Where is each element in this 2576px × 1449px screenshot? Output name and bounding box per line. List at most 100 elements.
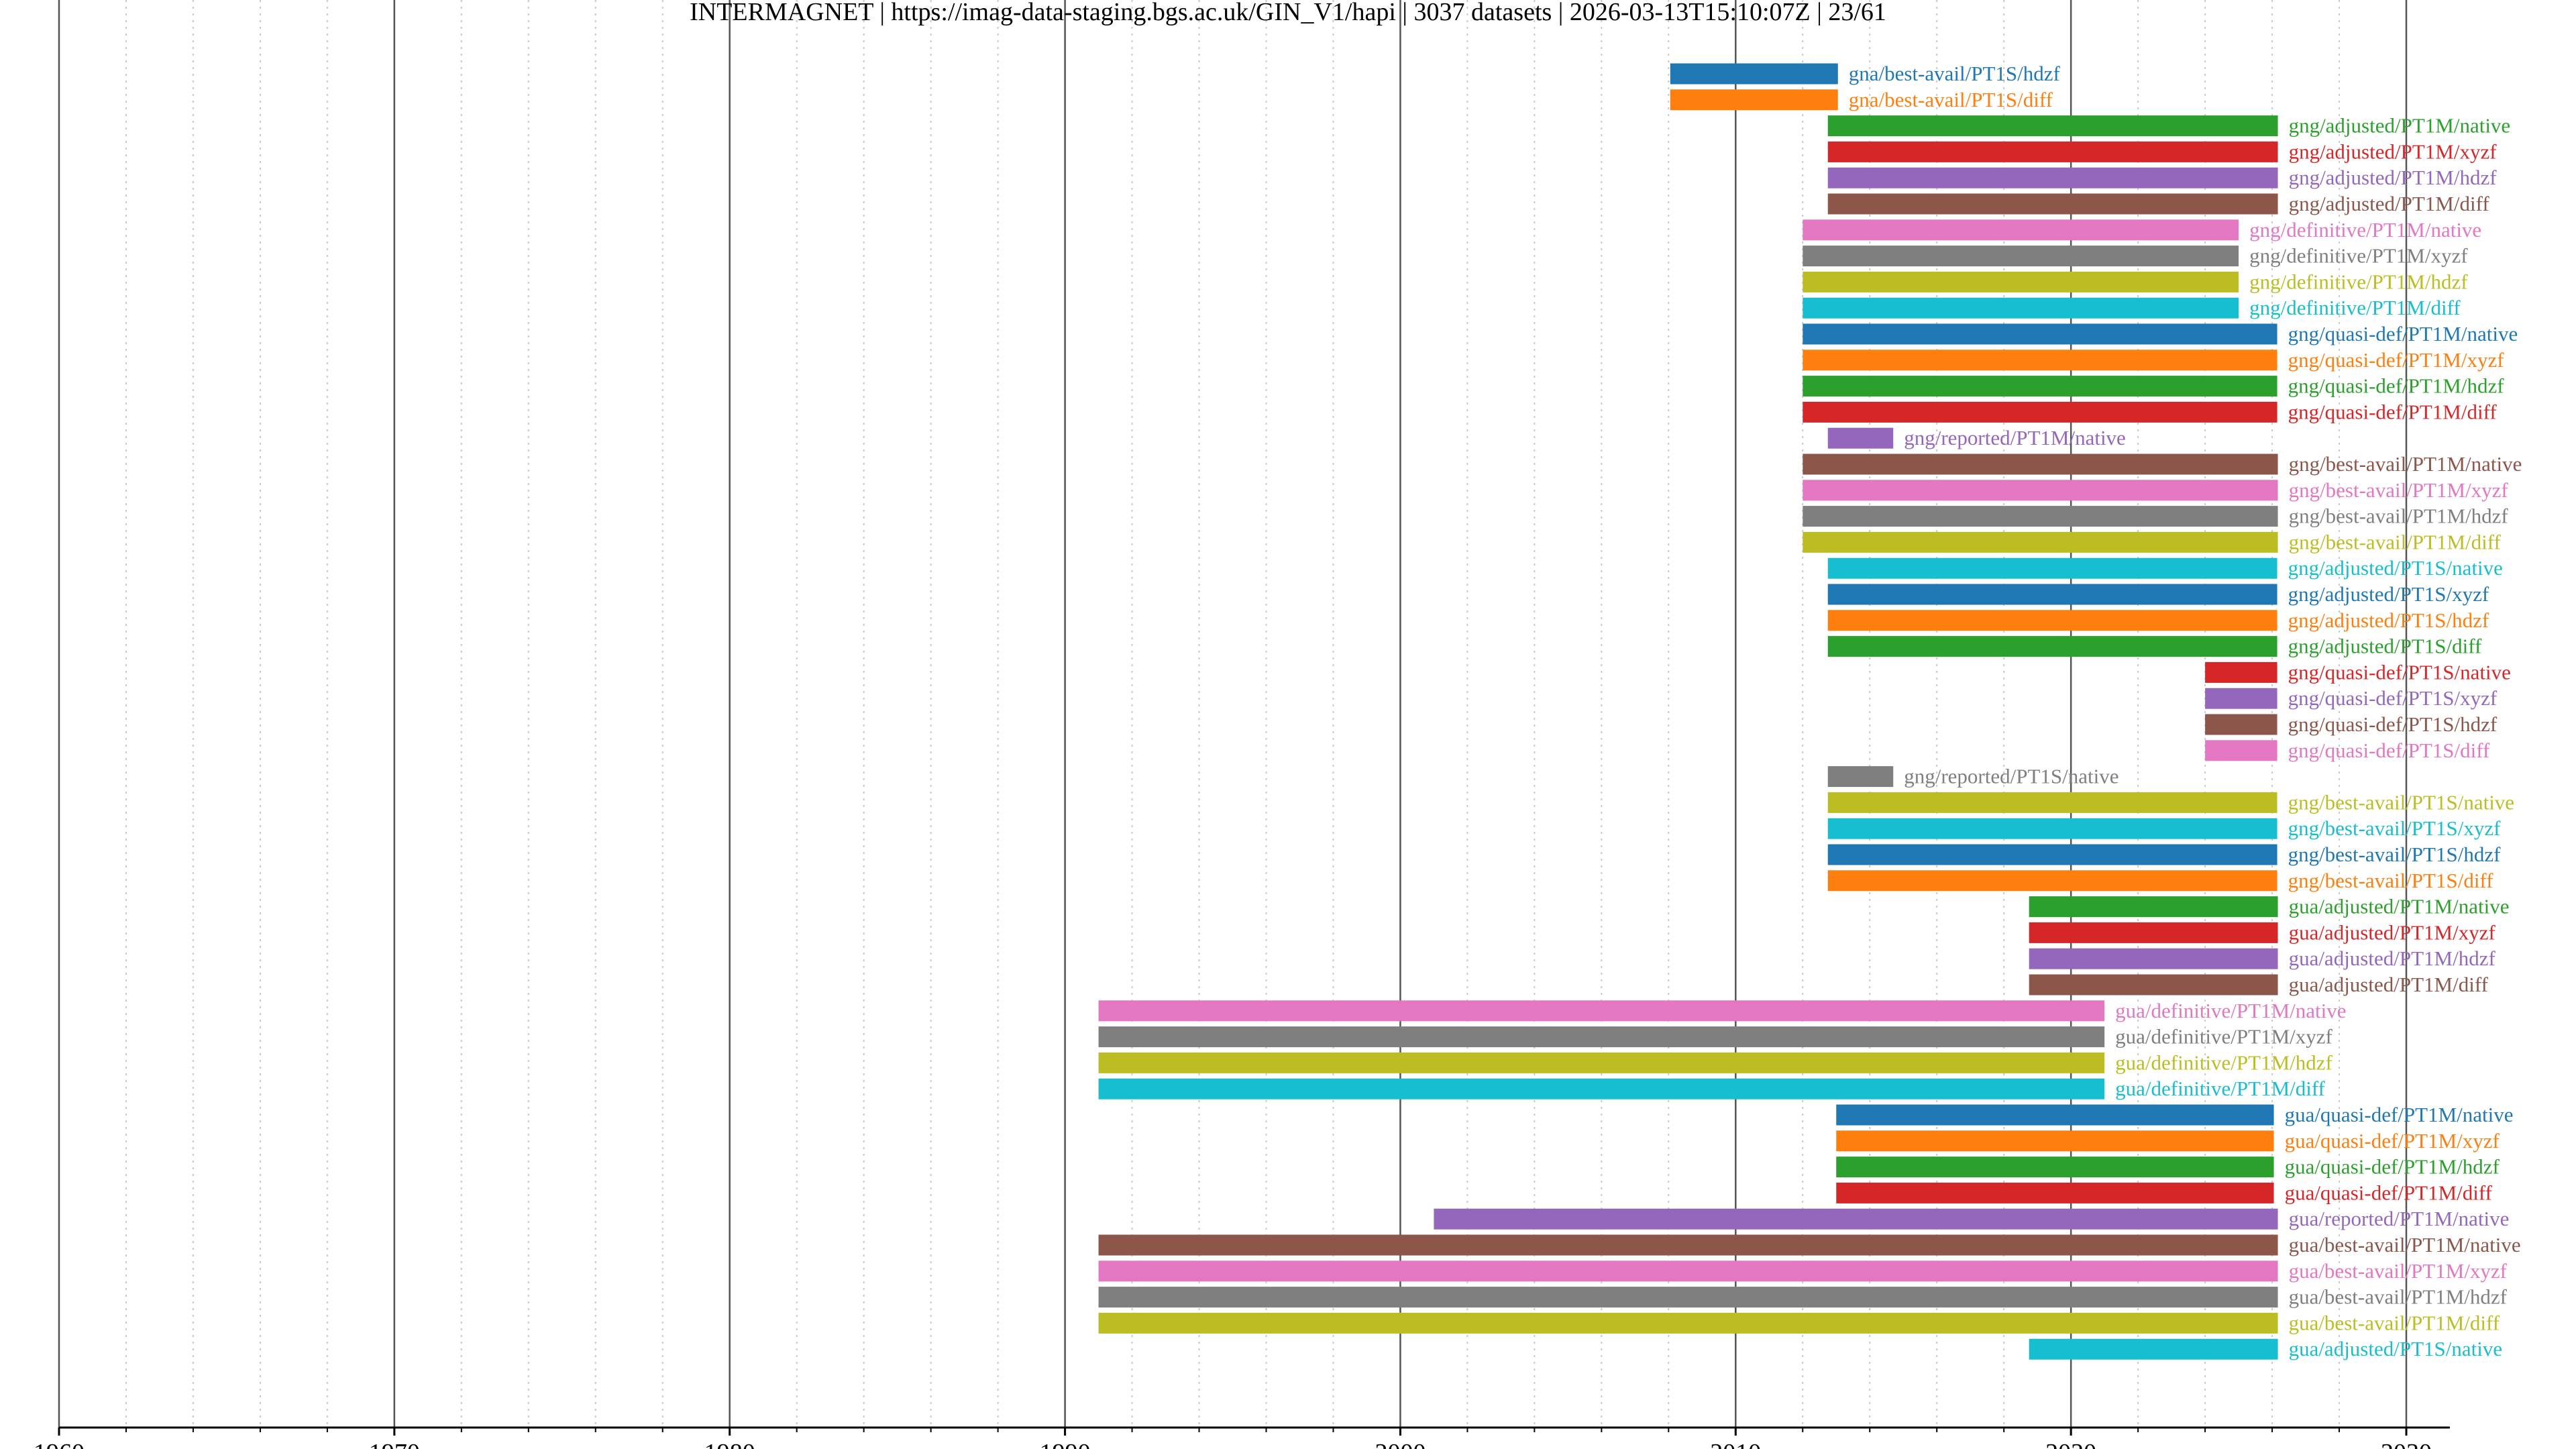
bar-label: gua/best-avail/PT1M/diff bbox=[2289, 1311, 2500, 1334]
bar-label: gng/best-avail/PT1M/native bbox=[2289, 452, 2522, 476]
bar-label: gng/quasi-def/PT1M/hdzf bbox=[2288, 374, 2505, 398]
timeline-bar bbox=[1098, 1026, 2105, 1048]
timeline-bar bbox=[1827, 193, 2278, 215]
timeline-bar bbox=[1803, 219, 2239, 241]
timeline-bar bbox=[1098, 1234, 2278, 1256]
timeline-bar bbox=[1670, 63, 1838, 85]
timeline-bar bbox=[1803, 323, 2277, 345]
bar-label: gng/best-avail/PT1M/diff bbox=[2289, 530, 2502, 553]
bar-label: gua/quasi-def/PT1M/hdzf bbox=[2285, 1155, 2500, 1179]
x-tick-label: 2030 bbox=[2381, 1439, 2432, 1449]
timeline-bar bbox=[1827, 792, 2277, 813]
bar-label: gng/best-avail/PT1S/xyzf bbox=[2288, 816, 2502, 840]
bar-label: gua/quasi-def/PT1M/diff bbox=[2285, 1181, 2493, 1204]
timeline-bar bbox=[1803, 506, 2278, 527]
bar-label: gua/adjusted/PT1M/native bbox=[2289, 895, 2510, 918]
bar-label: gua/adjusted/PT1M/diff bbox=[2289, 973, 2489, 996]
timeline-bar bbox=[2205, 740, 2277, 761]
timeline-bar bbox=[1827, 427, 1894, 449]
timeline-bar bbox=[1827, 844, 2277, 865]
bar-label: gua/definitive/PT1M/diff bbox=[2115, 1077, 2326, 1100]
bar-label: gng/best-avail/PT1S/native bbox=[2288, 790, 2515, 814]
bar-label: gng/adjusted/PT1S/native bbox=[2288, 556, 2503, 580]
timeline-bar bbox=[1827, 557, 2277, 579]
bar-label: gng/quasi-def/PT1S/hdzf bbox=[2288, 712, 2498, 736]
bar-label: gua/definitive/PT1M/native bbox=[2115, 999, 2346, 1022]
bar-label: gng/adjusted/PT1S/xyzf bbox=[2288, 582, 2489, 606]
timeline-bar bbox=[1803, 271, 2239, 292]
bar-label: gua/adjusted/PT1M/xyzf bbox=[2289, 920, 2496, 944]
timeline-bar bbox=[2029, 922, 2278, 943]
bar-label: gng/quasi-def/PT1M/diff bbox=[2288, 400, 2498, 423]
timeline-bar bbox=[1827, 870, 2277, 892]
timeline-bar bbox=[1836, 1157, 2274, 1178]
bar-label: gng/adjusted/PT1S/diff bbox=[2288, 635, 2482, 658]
timeline-bar bbox=[1827, 818, 2277, 839]
bar-label: gng/adjusted/PT1M/native bbox=[2289, 114, 2511, 138]
timeline-bar bbox=[1827, 766, 1894, 788]
timeline-bar bbox=[1098, 1078, 2105, 1099]
bar-label: gng/reported/PT1M/native bbox=[1904, 426, 2126, 449]
timeline-bar bbox=[1098, 1287, 2278, 1308]
timeline-bar bbox=[1803, 376, 2277, 397]
timeline-bar bbox=[1098, 1000, 2105, 1022]
timeline-bar bbox=[1836, 1182, 2274, 1203]
timeline-bar bbox=[1827, 141, 2278, 162]
timeline-bar bbox=[1836, 1130, 2274, 1152]
timeline-bar bbox=[1827, 584, 2277, 605]
bar-label: gng/quasi-def/PT1S/xyzf bbox=[2288, 686, 2498, 710]
timeline-bar bbox=[1803, 401, 2277, 423]
bar-label: gng/quasi-def/PT1M/native bbox=[2288, 322, 2518, 345]
bar-label: gng/adjusted/PT1M/hdzf bbox=[2289, 166, 2498, 189]
bar-label: gng/definitive/PT1M/native bbox=[2249, 218, 2481, 241]
bar-label: gng/adjusted/PT1S/hdzf bbox=[2288, 608, 2489, 632]
bar-labels: gna/best-avail/PT1S/hdzf gna/best-avail/P… bbox=[1849, 62, 2522, 1360]
bar-label: gua/quasi-def/PT1M/native bbox=[2285, 1103, 2514, 1126]
timeline-bar bbox=[1098, 1052, 2105, 1073]
timeline-bar bbox=[1803, 350, 2277, 371]
bar-label: gng/best-avail/PT1S/hdzf bbox=[2288, 843, 2502, 866]
timeline-bar bbox=[1827, 167, 2278, 189]
timeline-bar bbox=[1836, 1104, 2274, 1126]
bar-label: gua/adjusted/PT1M/hdzf bbox=[2289, 947, 2496, 970]
timeline-bar bbox=[1803, 531, 2278, 553]
bar-label: gng/best-avail/PT1S/diff bbox=[2288, 869, 2494, 892]
timeline-bar bbox=[1434, 1208, 2278, 1230]
bar-label: gua/best-avail/PT1M/native bbox=[2289, 1233, 2521, 1256]
timeline-bar bbox=[2029, 974, 2278, 996]
timeline-bar bbox=[1803, 480, 2278, 501]
timeline-bar bbox=[1803, 453, 2278, 475]
bar-label: gng/adjusted/PT1M/xyzf bbox=[2289, 140, 2498, 163]
timeline-bar bbox=[1827, 610, 2277, 631]
bar-label: gng/definitive/PT1M/hdzf bbox=[2249, 270, 2468, 293]
x-tick-label: 1960 bbox=[34, 1439, 85, 1449]
bar-label: gua/definitive/PT1M/xyzf bbox=[2115, 1025, 2332, 1049]
timeline-bar bbox=[2205, 714, 2277, 735]
bar-label: gua/adjusted/PT1S/native bbox=[2289, 1337, 2503, 1360]
bar-label: gng/definitive/PT1M/xyzf bbox=[2249, 244, 2468, 268]
bar-label: gng/definitive/PT1M/diff bbox=[2249, 296, 2461, 319]
x-tick-label: 1990 bbox=[1040, 1439, 1091, 1449]
bar-label: gng/reported/PT1S/native bbox=[1904, 765, 2118, 788]
timeline-bar bbox=[1803, 246, 2239, 267]
timeline-bar bbox=[1098, 1260, 2278, 1282]
timeline-bar bbox=[1827, 115, 2278, 137]
timeline-bar bbox=[2205, 661, 2277, 683]
timeline-bar bbox=[2029, 948, 2278, 969]
bar-label: gng/adjusted/PT1M/diff bbox=[2289, 192, 2490, 215]
timeline-bar bbox=[1670, 89, 1838, 111]
timeline-bar bbox=[2029, 896, 2278, 918]
bar-label: gng/quasi-def/PT1S/native bbox=[2288, 660, 2511, 684]
bar-label: gua/best-avail/PT1M/hdzf bbox=[2289, 1285, 2508, 1309]
bar-label: gua/best-avail/PT1M/xyzf bbox=[2289, 1259, 2508, 1283]
timeline-bar bbox=[1827, 636, 2277, 657]
timeline-bar bbox=[2205, 688, 2277, 709]
bars bbox=[1098, 63, 2278, 1360]
x-tick-label: 1970 bbox=[369, 1439, 420, 1449]
bar-label: gua/reported/PT1M/native bbox=[2289, 1207, 2510, 1230]
bar-label: gng/best-avail/PT1M/hdzf bbox=[2289, 504, 2509, 528]
x-tick-label: 2020 bbox=[2045, 1439, 2096, 1449]
bar-label: gna/best-avail/PT1S/diff bbox=[1849, 88, 2053, 111]
